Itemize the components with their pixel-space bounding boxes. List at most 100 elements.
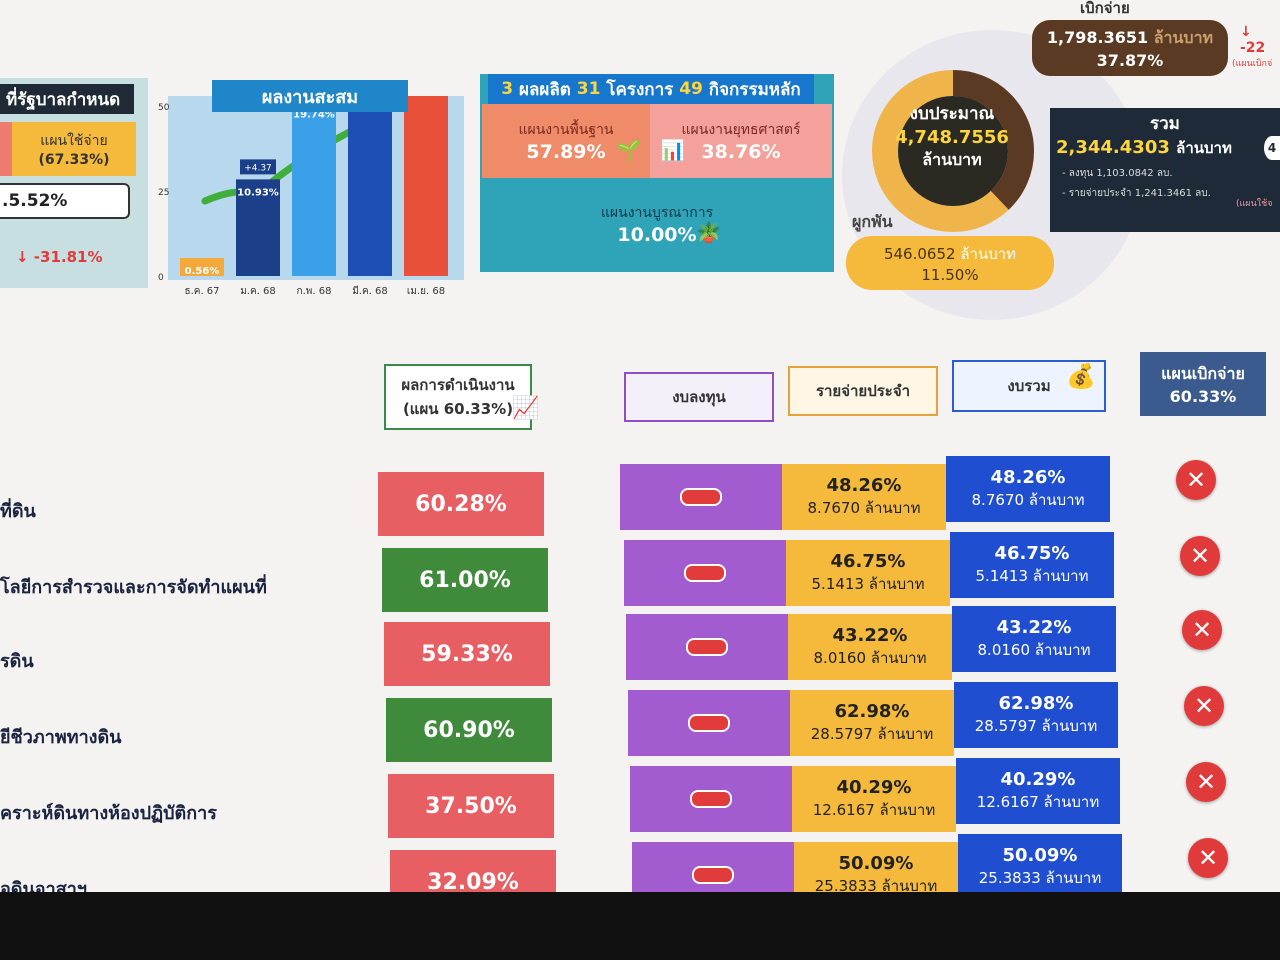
strategy-plan-label: แผนงานยุทธศาสตร์: [681, 122, 801, 138]
total-budget-amount: 28.5797 ล้านบาท: [974, 716, 1098, 735]
dash-icon: [692, 866, 734, 884]
regular-expense-cell: 62.98% 28.5797 ล้านบาท: [790, 690, 954, 756]
product-count: 3: [501, 79, 514, 99]
regular-expense-pct: 43.22%: [832, 624, 908, 646]
row-label: ยีชีวภาพทางดิน: [0, 727, 122, 748]
budget-donut: [872, 70, 1034, 232]
total-value: 2,344.4303: [1056, 137, 1170, 158]
dash-icon: [680, 488, 722, 506]
total-budget-amount: 8.7670 ล้านบาท: [971, 490, 1085, 509]
obligated-label: ผูกพัน: [852, 212, 893, 231]
regular-expense-amount: 5.1413 ล้านบาท: [811, 574, 925, 593]
performance-cell: 60.90%: [386, 698, 552, 762]
investment-cell: [628, 690, 790, 756]
products-header: 3 ผลผลิต 31 โครงการ 49 กิจกรรมหลัก: [488, 74, 814, 104]
header-plan-line1: แผนเบิกจ่าย: [1161, 364, 1245, 383]
obligated-pct: 11.50%: [921, 266, 979, 284]
budget-unit: ล้านบาท: [922, 149, 982, 169]
total-budget-amount: 25.3833 ล้านบาท: [978, 868, 1102, 887]
row-label: โลยีการสำรวจและการจัดทำแผนที่: [0, 577, 267, 598]
header-performance-line2: (แผน 60.33%): [402, 400, 514, 418]
obligated-unit: ล้านบาท: [960, 245, 1017, 263]
disbursed-pct: 37.87%: [1096, 51, 1164, 70]
gov-diff-value: -31.81%: [33, 248, 103, 266]
x-tick-label: เม.ย. 68: [407, 286, 445, 297]
status-cross-icon: ✕: [1188, 838, 1228, 878]
investment-cell: [624, 540, 786, 606]
regular-expense-pct: 46.75%: [830, 550, 906, 572]
budget-center: [898, 96, 1008, 206]
regular-expense-pct: 40.29%: [836, 776, 912, 798]
header-disbursement-plan: แผนเบิกจ่าย 60.33%: [1140, 352, 1266, 416]
x-tick-label: ก.พ. 68: [297, 286, 332, 297]
gov-plan-accent: [0, 122, 12, 176]
total-budget-cell: 40.29% 12.6167 ล้านบาท: [956, 758, 1120, 824]
performance-cell: 32.09%: [390, 850, 556, 914]
disbursed-box: 1,798.3651 ล้านบาท 37.87%: [1032, 20, 1228, 76]
total-budget-pct: 43.22%: [996, 616, 1072, 638]
total-unit: ล้านบาท: [1176, 139, 1232, 157]
total-budget-cell: 48.26% 8.7670 ล้านบาท: [946, 456, 1110, 522]
integrated-plan-box: แผนงานบูรณาการ 10.00% 🪴: [482, 178, 832, 270]
y-tick-label: 0: [158, 273, 164, 283]
activity-label: กิจกรรมหลัก: [708, 79, 801, 100]
growth-chart-icon: 📈: [512, 396, 540, 421]
basic-plan-box: แผนงานพื้นฐาน 57.89% 🌱: [482, 104, 650, 178]
gov-plan-box: แผนใช้จ่าย (67.33%): [12, 122, 136, 176]
x-tick-label: มี.ค. 68: [352, 285, 388, 297]
header-total-budget: งบรวม: [952, 360, 1106, 412]
dash-icon: [688, 714, 730, 732]
performance-cell: 37.50%: [388, 774, 554, 838]
integrated-plan-label: แผนงานบูรณาการ: [600, 205, 714, 221]
bar: [180, 258, 224, 276]
bar: [292, 101, 336, 276]
total-investment-line: - ลงทุน 1,103.0842 ลบ.: [1062, 168, 1173, 179]
down-arrow-icon: ↓: [16, 248, 34, 266]
regular-expense-cell: 46.75% 5.1413 ล้านบาท: [786, 540, 950, 606]
x-tick-label: ม.ค. 68: [240, 286, 276, 297]
strategy-plan-pct: 38.76%: [701, 141, 781, 163]
budget-label: งบประมาณ: [909, 103, 995, 124]
total-title: รวม: [1150, 114, 1180, 134]
bar-value-label: 0.56%: [185, 266, 220, 277]
disbursed-plan-note: (แผนเบิกจ่: [1232, 59, 1273, 69]
budget-center-text: งบประมาณ 4,748.7556 ล้านบาท: [888, 86, 1016, 186]
seedling-icon: 🪴: [696, 220, 721, 244]
investment-cell: [630, 766, 792, 832]
row-label: รดิน: [0, 651, 34, 672]
total-budget-cell: 43.22% 8.0160 ล้านบาท: [952, 606, 1116, 672]
header-plan-line2: 60.33%: [1169, 387, 1237, 406]
total-budget-pct: 50.09%: [1002, 844, 1078, 866]
total-budget-pct: 40.29%: [1000, 768, 1076, 790]
header-performance: ผลการดำเนินงาน (แผน 60.33%): [384, 364, 532, 430]
project-count: 31: [576, 79, 601, 99]
bar-value-label: 10.93%: [237, 187, 279, 198]
cumulative-chart-title: ผลงานสะสม: [212, 80, 408, 112]
disbursed-label: เบิกจ่าย: [1080, 0, 1130, 17]
total-budget-cell: 46.75% 5.1413 ล้านบาท: [950, 532, 1114, 598]
chart-icon: 📊: [660, 138, 685, 162]
total-box: [1050, 108, 1280, 232]
obligated-value: 546.0652: [883, 245, 956, 263]
obligated-box: 546.0652 ล้านบาท 11.50%: [846, 236, 1054, 290]
regular-expense-amount: 28.5797 ล้านบาท: [810, 724, 934, 743]
regular-expense-amount: 12.6167 ล้านบาท: [812, 800, 936, 819]
disbursed-diff: ↓ -22: [1240, 24, 1266, 56]
increment-badge: [240, 159, 276, 175]
screen-bezel: [0, 892, 1280, 960]
status-cross-icon: ✕: [1184, 686, 1224, 726]
integrated-plan-pct: 10.00%: [617, 224, 697, 246]
total-budget-amount: 12.6167 ล้านบาท: [976, 792, 1100, 811]
status-cross-icon: ✕: [1182, 610, 1222, 650]
gov-actual-pct: .5.52%: [0, 183, 130, 219]
header-investment: งบลงทุน: [624, 372, 774, 422]
bar: [236, 179, 280, 276]
regular-expense-amount: 25.3833 ล้านบาท: [814, 876, 938, 895]
gov-plan-pct: (67.33%): [38, 152, 110, 168]
dash-icon: [686, 638, 728, 656]
total-right-badge: 4: [1264, 136, 1280, 160]
total-value-line: 2,344.4303 ล้านบาท: [1056, 136, 1232, 160]
regular-expense-cell: 43.22% 8.0160 ล้านบาท: [788, 614, 952, 680]
bar-value-label: 19.74%: [293, 109, 335, 120]
total-budget-amount: 8.0160 ล้านบาท: [977, 640, 1091, 659]
